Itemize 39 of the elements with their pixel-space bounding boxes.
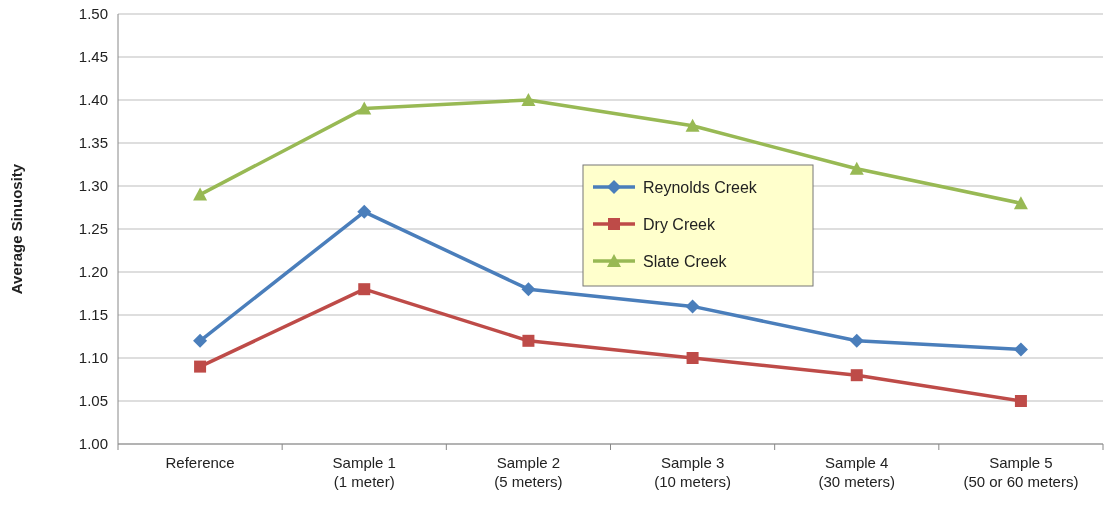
point <box>849 333 864 348</box>
y-tick-label: 1.00 <box>78 435 108 453</box>
y-tick-label: 1.10 <box>78 349 108 367</box>
point <box>1014 395 1027 407</box>
point <box>194 360 207 373</box>
x-tick-label: Sample 3 (10 meters) <box>654 454 731 490</box>
x-tick-label: Sample 1 (1 meter) <box>332 454 396 490</box>
point <box>522 334 535 347</box>
x-tick-label: Sample 2 (5 meters) <box>494 454 563 490</box>
legend-label: Slate Creek <box>643 252 728 270</box>
y-tick-label: 1.30 <box>78 177 108 195</box>
y-axis-title: Average Sinuosity <box>8 163 25 295</box>
y-tick-label: 1.35 <box>78 134 108 152</box>
x-tick-label: Reference <box>165 454 235 471</box>
y-tick-label: 1.45 <box>78 48 108 66</box>
y-tick-label: 1.40 <box>78 91 108 109</box>
x-tick-label: Sample 5 (50 or 60 meters) <box>963 454 1079 490</box>
point <box>850 369 863 382</box>
y-tick-label: 1.20 <box>78 263 108 281</box>
y-tick-label: 1.15 <box>78 306 108 324</box>
x-tick-label: Sample 4 (30 meters) <box>818 454 896 490</box>
y-tick-label: 1.50 <box>78 5 108 23</box>
point <box>685 299 700 314</box>
y-tick-label: 1.25 <box>78 220 108 238</box>
point <box>1013 196 1028 210</box>
point <box>357 101 372 115</box>
point <box>685 118 700 132</box>
point <box>521 93 536 106</box>
point <box>521 282 536 297</box>
point <box>193 187 208 201</box>
point <box>686 352 699 364</box>
legend-label: Dry Creek <box>643 215 717 233</box>
point <box>358 283 371 296</box>
point <box>357 204 372 219</box>
point <box>849 161 864 175</box>
point <box>193 333 208 348</box>
legend-label: Reynolds Creek <box>643 178 758 196</box>
y-tick-label: 1.05 <box>78 392 108 410</box>
point <box>1013 342 1028 357</box>
